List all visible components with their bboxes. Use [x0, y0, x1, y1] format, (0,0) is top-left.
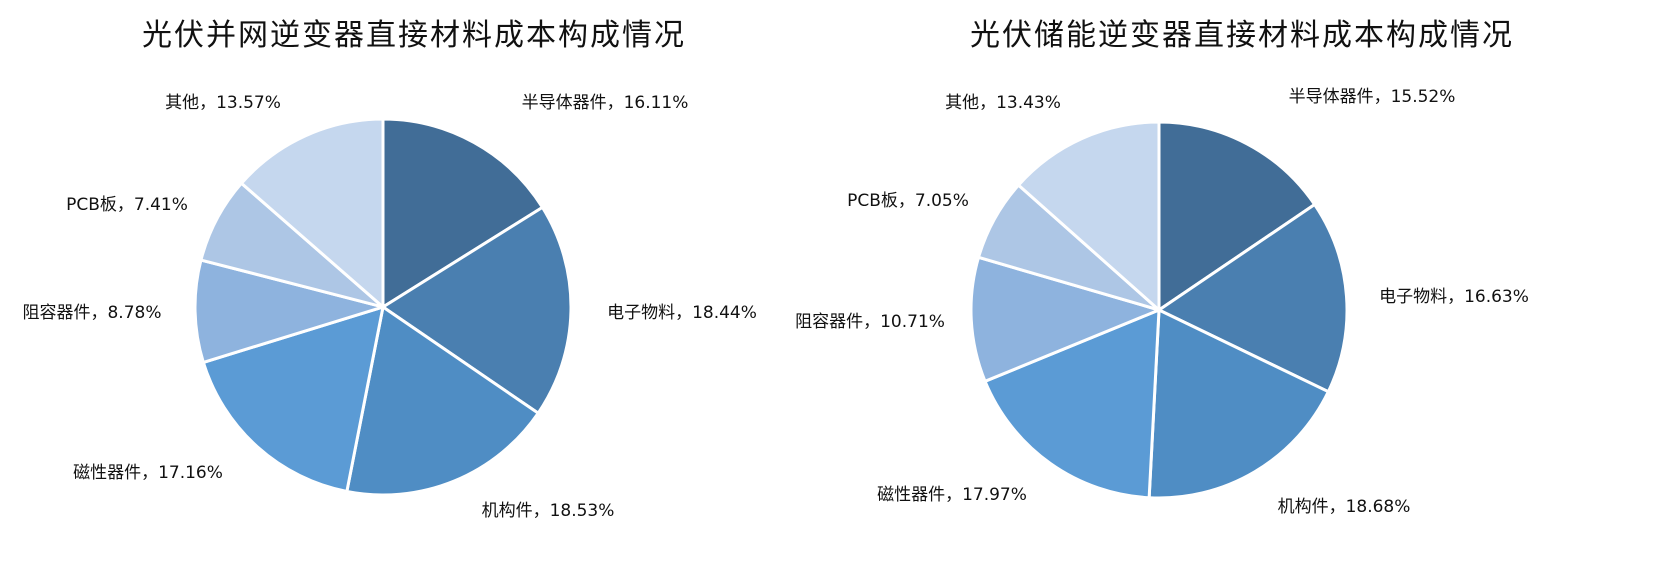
pie-slice-3 — [1147, 308, 1330, 500]
slice-label-2: 电子物料，18.44% — [607, 303, 757, 323]
slice-label-4: 磁性器件，17.16% — [73, 463, 223, 483]
pie-slice-7 — [239, 117, 385, 309]
slice-label-5: 阻容器件，8.78% — [22, 303, 161, 323]
slice-label-4: 磁性器件，17.97% — [877, 485, 1027, 505]
pie-chart-svg: 半导体器件，16.11% 电子物料，18.44% 机构件，18.53% 磁性器件，17… — [22, 93, 757, 521]
slice-label-6: PCB板，7.41% — [66, 195, 188, 215]
slice-label-5: 阻容器件，10.71% — [795, 312, 945, 332]
slice-label-3: 机构件，18.68% — [1278, 497, 1411, 517]
slice-label-6: PCB板，7.05% — [847, 191, 969, 211]
slice-label-1: 半导体器件，16.11% — [522, 93, 689, 113]
slice-label-1: 半导体器件，15.52% — [1289, 87, 1456, 107]
pie-chart-storage-inverter: 光伏储能逆变器直接材料成本构成情况 半导体器件，15.52% 电子物料，16.63… — [795, 0, 1656, 563]
slice-label-2: 电子物料，16.63% — [1379, 287, 1529, 307]
pie-slice-3 — [345, 305, 540, 497]
pie-slice-7 — [1017, 120, 1161, 312]
pie-slice-4 — [983, 308, 1161, 500]
pie-slice-1 — [381, 117, 544, 309]
slice-label-7: 其他，13.43% — [945, 93, 1061, 113]
pie-slice-2 — [381, 205, 573, 415]
pie-slice-4 — [201, 305, 385, 493]
slice-label-7: 其他，13.57% — [165, 93, 281, 113]
pie-slice-5 — [969, 255, 1161, 383]
pie-chart-grid-inverter: 光伏并网逆变器直接材料成本构成情况 半导体器件，16.11% 电子物料，18.44… — [22, 18, 757, 521]
pie-slice-5 — [193, 258, 385, 364]
pie-slices — [193, 117, 573, 497]
pie-slices — [969, 120, 1349, 500]
chart-title: 光伏储能逆变器直接材料成本构成情况 — [970, 18, 1514, 53]
chart-title: 光伏并网逆变器直接材料成本构成情况 — [142, 18, 686, 53]
pie-chart-svg: 半导体器件，15.52% 电子物料，16.63% 机构件，18.68% 磁性器件，17… — [795, 87, 1529, 517]
pie-slice-1 — [1157, 120, 1317, 312]
slice-label-3: 机构件，18.53% — [482, 501, 615, 521]
pie-slice-2 — [1157, 203, 1349, 394]
